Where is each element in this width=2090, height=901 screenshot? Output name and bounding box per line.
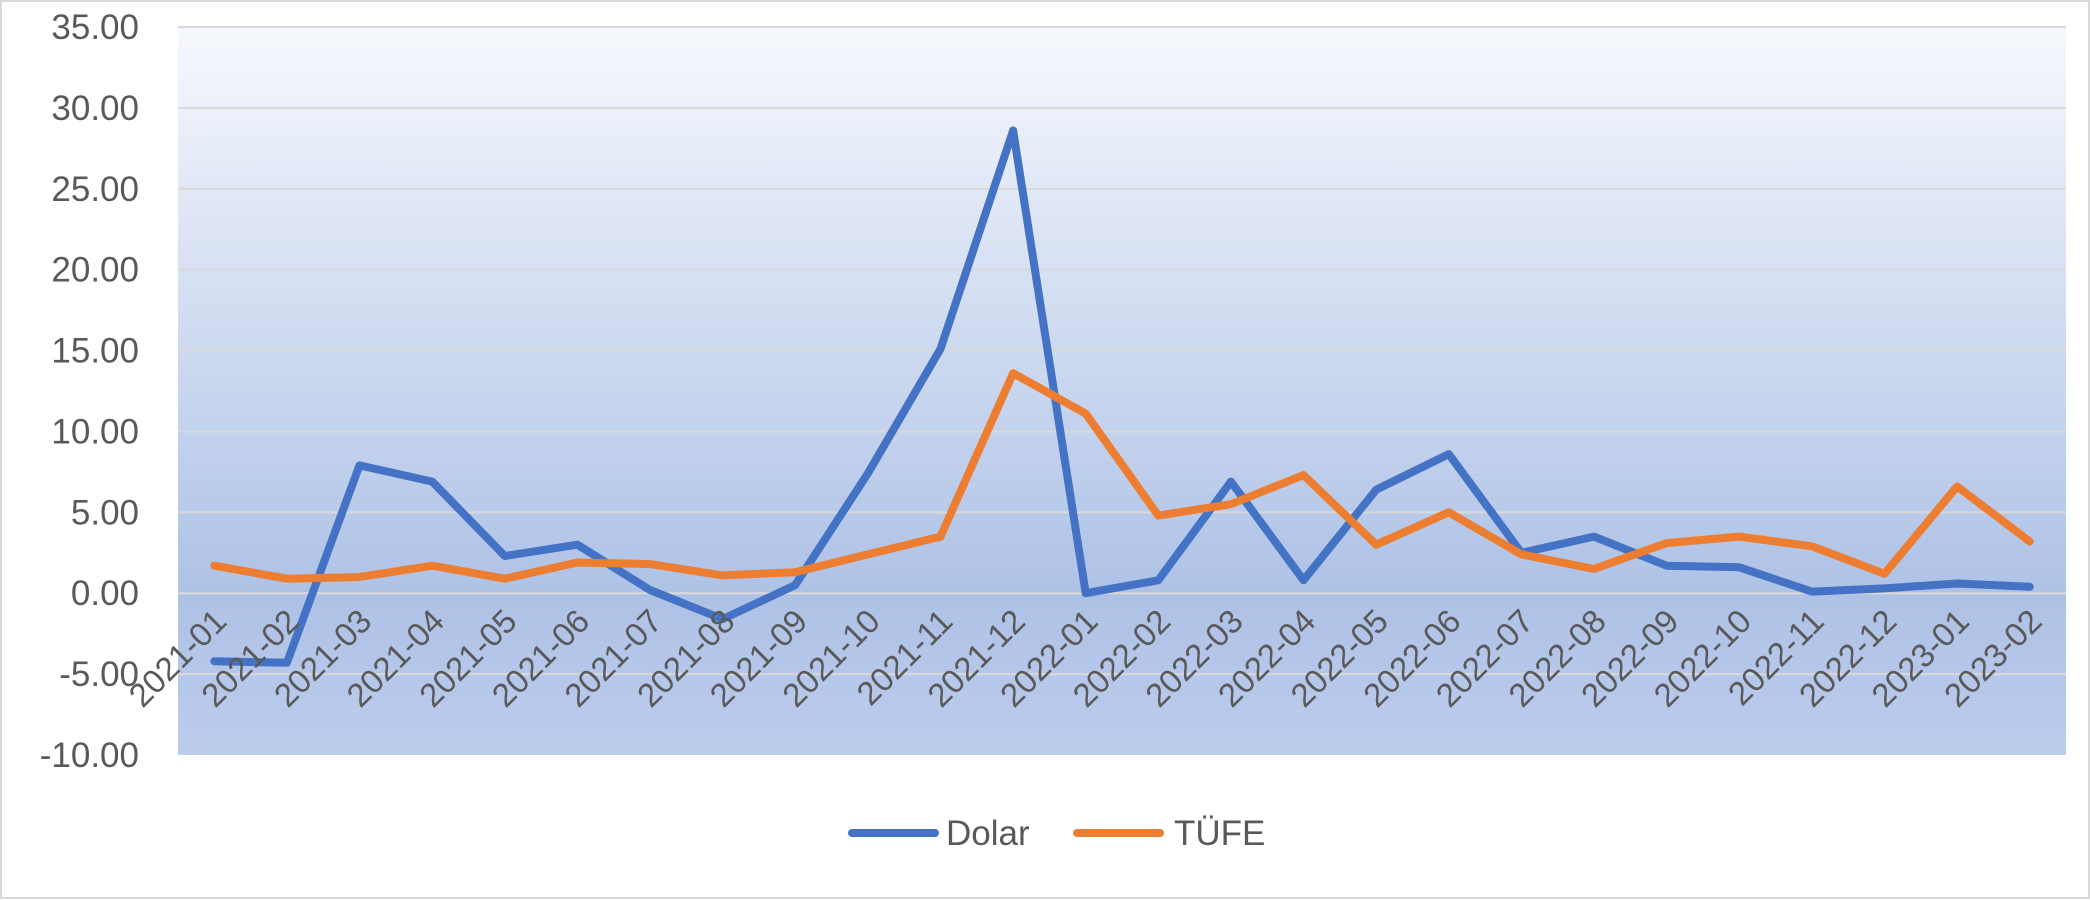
y-tick-label: 25.00 — [51, 170, 139, 209]
legend-item: Dolar — [852, 814, 1030, 853]
legend-item: TÜFE — [1077, 814, 1265, 853]
legend: Dolar TÜFE — [852, 814, 1265, 853]
y-tick-label: 15.00 — [51, 332, 139, 371]
legend-label: TÜFE — [1174, 814, 1265, 853]
y-tick-label: 20.00 — [51, 251, 139, 290]
y-tick-label: -10.00 — [40, 736, 139, 775]
y-tick-label: 10.00 — [51, 412, 139, 451]
legend-label: Dolar — [946, 814, 1030, 853]
y-axis-tick-labels: -10.00-5.000.005.0010.0015.0020.0025.003… — [40, 8, 139, 775]
y-tick-label: 0.00 — [71, 574, 139, 613]
y-tick-label: 30.00 — [51, 89, 139, 128]
y-tick-label: 35.00 — [51, 8, 139, 47]
y-tick-label: 5.00 — [71, 493, 139, 532]
